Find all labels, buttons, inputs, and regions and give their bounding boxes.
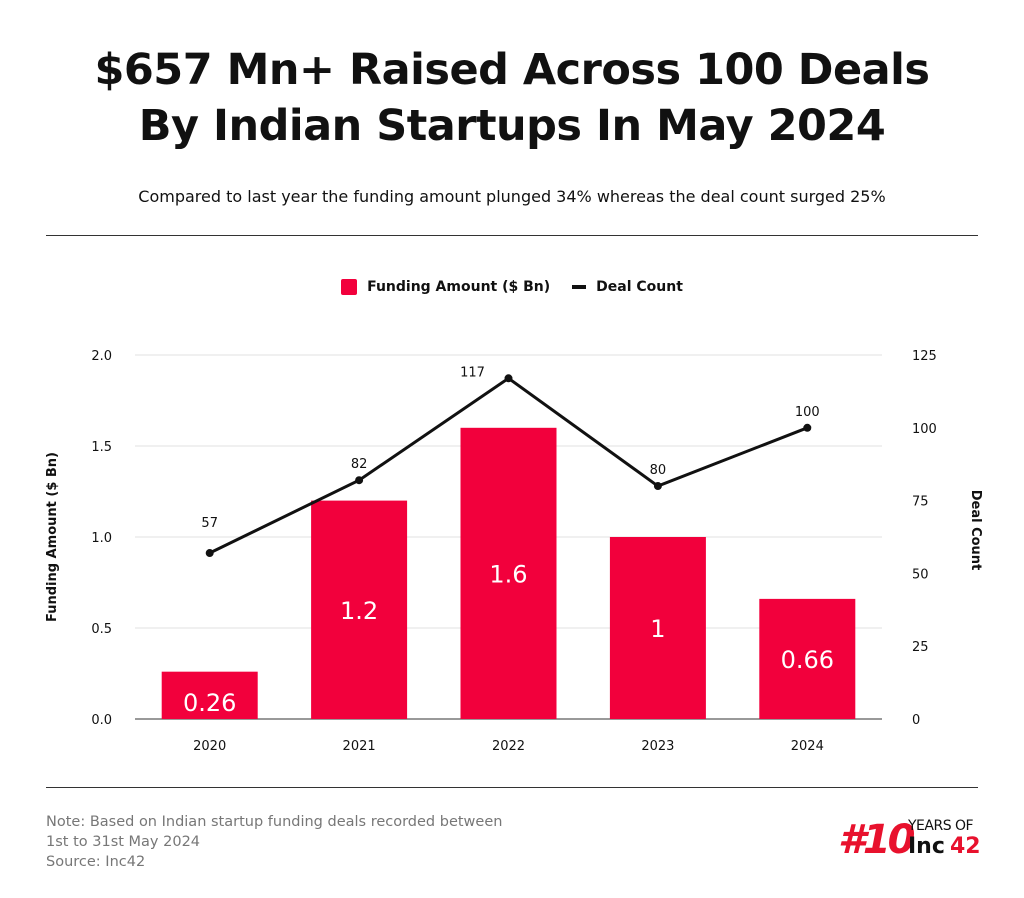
title-line-1: $657 Mn+ Raised Across 100 Deals — [94, 45, 930, 95]
bar-data-label: 1.2 — [340, 597, 378, 625]
bar-2022 — [460, 427, 557, 719]
divider-top — [46, 235, 978, 236]
legend-item-deals: Deal Count — [572, 279, 683, 295]
svg-text:42: 42 — [950, 834, 981, 857]
source-line: Source: Inc42 — [46, 854, 146, 870]
legend-item-funding: Funding Amount ($ Bn) — [341, 279, 550, 295]
svg-text:YEARS OF: YEARS OF — [907, 818, 974, 834]
x-tick-label: 2021 — [343, 739, 376, 754]
y-tick-label: 1.0 — [91, 531, 112, 546]
bar-2021 — [311, 500, 408, 719]
y2-tick-label: 50 — [912, 567, 929, 582]
line-data-label: 80 — [650, 463, 667, 478]
y2-tick-label: 75 — [912, 495, 929, 510]
y-tick-label: 1.5 — [91, 440, 112, 455]
y2-tick-label: 0 — [912, 713, 920, 728]
page-title: $657 Mn+ Raised Across 100 Deals By Indi… — [0, 42, 1024, 154]
y-axis-title: Funding Amount ($ Bn) — [45, 452, 60, 622]
svg-text:Inc: Inc — [908, 834, 945, 857]
deal-count-point — [803, 423, 812, 432]
legend-label: Funding Amount ($ Bn) — [367, 279, 551, 295]
bar-data-label: 1 — [650, 615, 665, 643]
svg-text:#10: #10 — [838, 817, 915, 857]
y-tick-label: 0.5 — [91, 622, 112, 637]
y-tick-label: 2.0 — [91, 349, 112, 364]
deal-count-point — [653, 482, 662, 491]
y2-tick-label: 100 — [912, 422, 937, 437]
bar-swatch-icon — [341, 279, 358, 295]
y2-tick-label: 125 — [912, 349, 937, 364]
bar-data-label: 1.6 — [489, 560, 527, 588]
y2-axis-title: Deal Count — [968, 490, 983, 571]
bar-2024 — [759, 598, 856, 719]
y2-tick-label: 25 — [912, 640, 929, 655]
bar-2023 — [609, 537, 706, 719]
bar-data-label: 0.26 — [183, 689, 236, 717]
x-tick-label: 2020 — [193, 739, 226, 754]
note-line: Note: Based on Indian startup funding de… — [46, 814, 503, 830]
title-line-2: By Indian Startups In May 2024 — [138, 101, 886, 151]
bar-2020 — [161, 671, 258, 719]
x-tick-label: 2023 — [641, 739, 674, 754]
line-data-label: 82 — [351, 457, 368, 472]
x-tick-label: 2024 — [791, 739, 824, 754]
line-data-label: 100 — [795, 405, 820, 420]
divider-bottom — [46, 787, 978, 788]
y-tick-label: 0.0 — [91, 713, 112, 728]
inc42-logo: #10 YEARS OF Inc 42 — [838, 817, 981, 857]
deal-count-point — [504, 374, 513, 383]
deal-count-point — [205, 549, 214, 558]
legend-label: Deal Count — [596, 279, 683, 295]
line-swatch-icon — [572, 285, 587, 289]
combo-chart: 0.0 0.5 1.0 1.5 2.0 0 25 50 75 100 125 Funding Amou… — [45, 349, 983, 754]
line-data-label: 57 — [201, 516, 218, 531]
footnote: Note: Based on Indian startup funding de… — [46, 812, 502, 872]
x-tick-label: 2022 — [492, 739, 525, 754]
note-line: 1st to 31st May 2024 — [46, 834, 201, 850]
line-data-label: 117 — [460, 365, 485, 380]
legend: Funding Amount ($ Bn) Deal Count — [0, 279, 1024, 295]
deal-count-point — [355, 476, 364, 485]
subtitle: Compared to last year the funding amount… — [138, 187, 886, 206]
bar-data-label: 0.66 — [781, 646, 834, 674]
